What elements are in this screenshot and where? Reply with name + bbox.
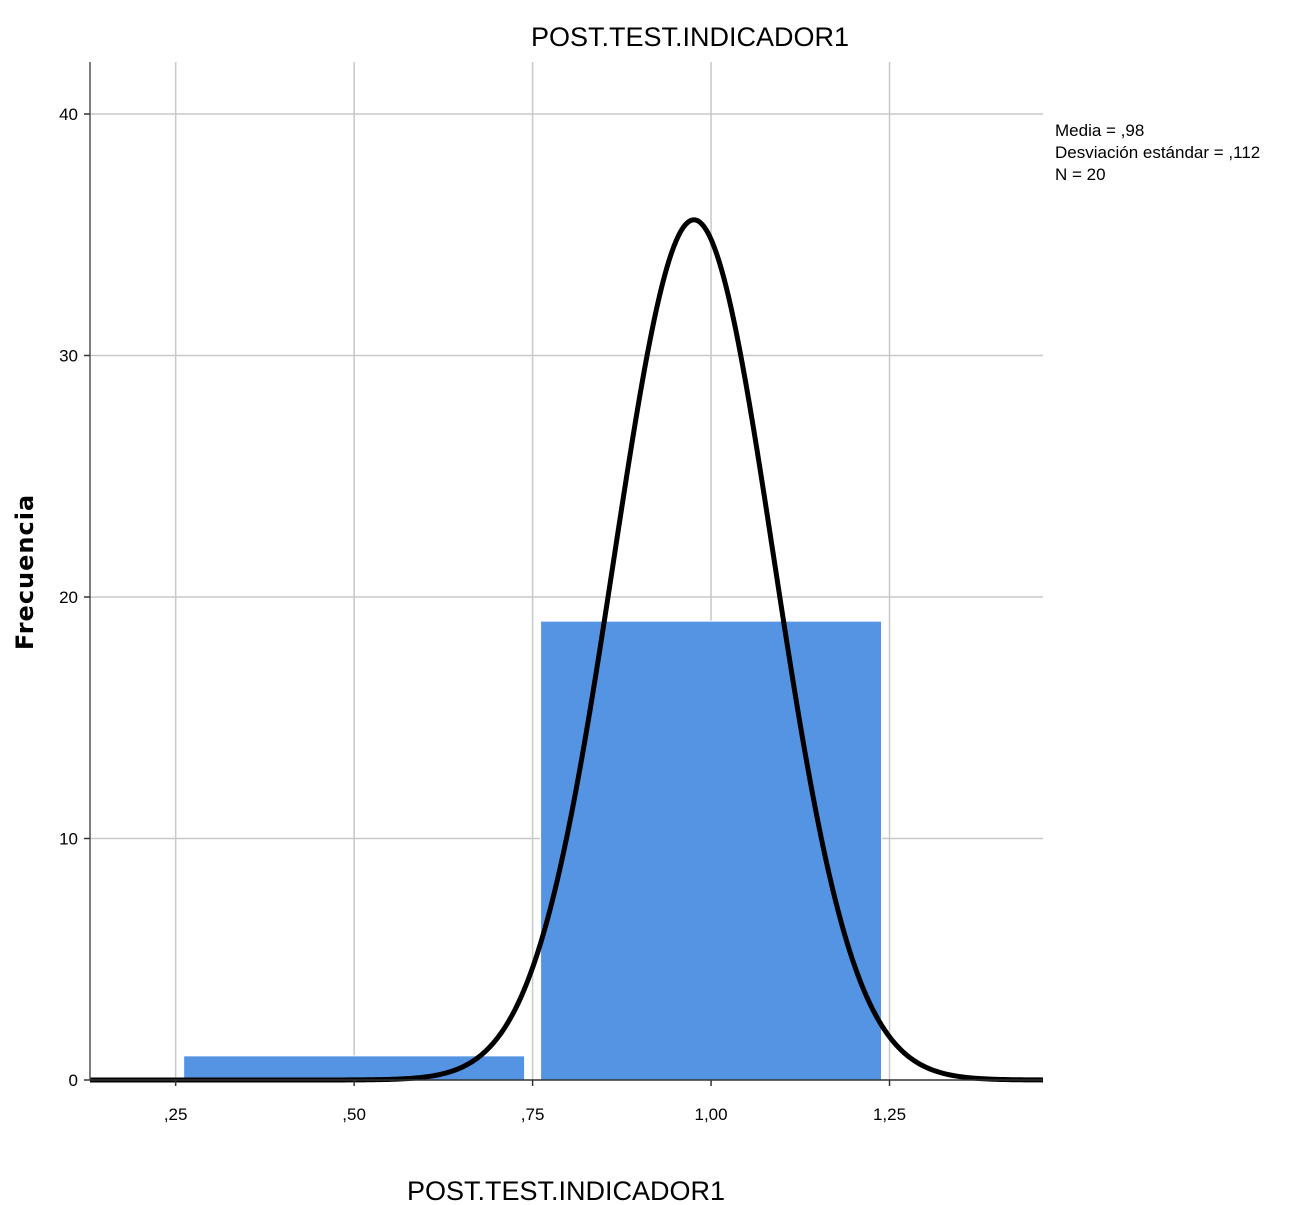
axes [89,62,1043,1081]
y-tick-label: 40 [59,105,78,124]
histogram-bar [183,1055,526,1081]
x-axis-label: POST.TEST.INDICADOR1 [407,1176,725,1205]
y-axis-label: Frecuencia [11,494,39,650]
stats-line: Desviación estándar = ,112 [1055,143,1260,162]
x-tick-label: ,75 [521,1105,545,1124]
x-tick-label: ,50 [342,1105,366,1124]
x-tick-label: 1,25 [873,1105,906,1124]
stats-line: N = 20 [1055,165,1106,184]
stats-box: Media = ,98 Desviación estándar = ,112 N =… [1055,121,1260,184]
chart-title: POST.TEST.INDICADOR1 [531,22,849,52]
x-tick-label: ,25 [164,1105,188,1124]
y-tick-label: 30 [59,347,78,366]
y-tick-label: 20 [59,588,78,607]
stats-line: Media = ,98 [1055,121,1144,140]
x-axis-ticks: ,25 ,50 ,75 1,00 1,25 [164,1080,906,1124]
y-axis-ticks: 0 10 20 30 40 [59,105,90,1090]
bars [183,620,883,1081]
y-tick-label: 10 [59,830,78,849]
y-tick-label: 0 [69,1071,78,1090]
x-tick-label: 1,00 [695,1105,728,1124]
